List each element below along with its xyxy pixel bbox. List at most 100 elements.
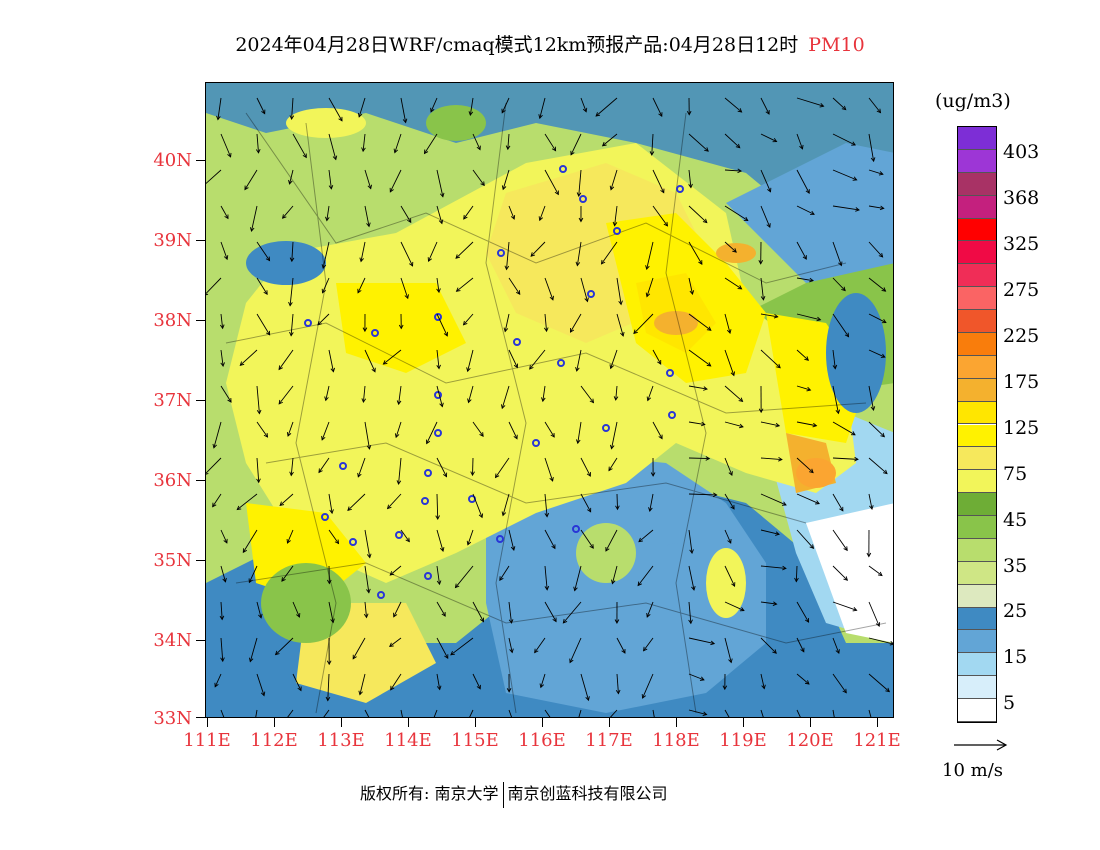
wind-vector xyxy=(652,97,663,117)
wind-vector-head xyxy=(699,676,705,681)
wind-vector-head xyxy=(480,181,485,187)
lon-tick xyxy=(676,718,677,727)
wind-vector xyxy=(220,133,232,158)
legend-swatch xyxy=(958,378,996,402)
wind-vector xyxy=(436,493,439,520)
lon-label-111e: 111E xyxy=(183,730,231,751)
wind-vector xyxy=(220,637,224,662)
wind-vector-head xyxy=(530,252,536,257)
wind-vector-head xyxy=(506,688,512,693)
wind-vector xyxy=(347,493,366,511)
wind-vector xyxy=(328,349,334,372)
wind-vector-head xyxy=(839,506,844,512)
wind-vector xyxy=(760,421,780,427)
wind-vector-head xyxy=(775,422,781,428)
wind-vector xyxy=(256,241,270,261)
wind-vector-head xyxy=(815,500,820,505)
wind-vector-head xyxy=(510,546,516,551)
wind-vector xyxy=(760,601,777,605)
wind-vector-head xyxy=(614,619,620,624)
wind-vector-head xyxy=(648,507,653,512)
wind-vector-head xyxy=(505,145,511,151)
legend-label-175: 175 xyxy=(1003,371,1040,393)
wind-vector-head xyxy=(735,143,741,149)
wind-vector xyxy=(868,565,883,576)
lat-tick xyxy=(196,160,205,161)
wind-vector xyxy=(832,601,857,611)
wind-vector-head xyxy=(321,288,326,294)
wind-vector-head xyxy=(249,227,255,232)
wind-vector xyxy=(502,169,510,190)
pm10-field-map xyxy=(206,83,893,717)
wind-vector xyxy=(436,673,441,690)
wind-vector-head xyxy=(658,112,663,118)
wind-vector-head xyxy=(286,538,291,544)
wind-vector-head xyxy=(686,110,692,116)
wind-vector-head xyxy=(328,184,334,190)
wind-vector-head xyxy=(439,547,445,552)
wind-vector-head xyxy=(870,406,876,412)
wind-vector xyxy=(832,169,857,181)
wind-vector xyxy=(364,601,367,618)
wind-vector xyxy=(724,241,737,253)
wind-vector xyxy=(278,349,294,370)
lon-label-114e: 114E xyxy=(384,730,432,751)
wind-vector-head xyxy=(206,293,209,296)
wind-vector-head xyxy=(366,222,371,228)
wind-vector xyxy=(544,457,554,482)
wind-vector-head xyxy=(609,444,615,450)
wind-vector-head xyxy=(844,332,850,338)
wind-vector-head xyxy=(575,439,581,445)
wind-vector xyxy=(544,313,548,332)
lon-tick xyxy=(408,718,409,727)
wind-vector-head xyxy=(612,221,618,227)
wind-vector xyxy=(602,133,618,147)
wind-vector-head xyxy=(278,365,283,371)
wind-vector-head xyxy=(513,434,518,440)
wind-vector-head xyxy=(589,398,595,404)
wind-vector-head xyxy=(265,256,271,262)
legend-swatch xyxy=(958,424,996,448)
wind-vector-head xyxy=(889,641,893,646)
wind-vector-head xyxy=(467,398,472,404)
wind-vector-head xyxy=(289,331,294,337)
wind-vector-head xyxy=(866,552,872,558)
wind-vector-head xyxy=(882,469,888,475)
wind-vector-head xyxy=(805,189,810,194)
wind-vector-head xyxy=(737,285,743,290)
wind-vector-head xyxy=(389,571,395,576)
legend-swatch xyxy=(958,447,996,471)
wind-vector-head xyxy=(700,421,706,427)
wind-vector-head xyxy=(642,646,648,652)
wind-vector xyxy=(256,313,271,336)
lon-tick xyxy=(810,718,811,727)
wind-vector xyxy=(868,421,885,438)
wind-vector xyxy=(724,313,731,334)
wind-vector-head xyxy=(615,505,620,511)
wind-vector xyxy=(463,313,474,326)
wind-vector xyxy=(577,421,582,444)
wind-vector xyxy=(400,205,412,223)
wind-vector-head xyxy=(731,582,736,588)
wind-reference-arrow-icon xyxy=(954,739,1008,751)
wind-vector xyxy=(796,637,805,652)
wind-vector xyxy=(508,349,518,368)
wind-vector-head xyxy=(255,149,261,154)
wind-vector xyxy=(256,673,265,696)
wind-vector xyxy=(292,673,302,691)
wind-vector-head xyxy=(224,214,229,220)
lon-tick xyxy=(475,718,476,727)
wind-vector xyxy=(472,421,484,437)
wind-vector xyxy=(398,385,402,405)
wind-vector xyxy=(436,277,440,293)
legend-swatch xyxy=(958,149,996,173)
wind-vector xyxy=(760,97,770,115)
wind-vector-head xyxy=(436,364,441,370)
wind-vector xyxy=(688,169,692,188)
wind-vector xyxy=(289,277,294,306)
wind-vector-head xyxy=(393,612,398,618)
wind-vector-head xyxy=(338,116,343,122)
legend-swatch xyxy=(958,241,996,265)
wind-vector-head xyxy=(585,696,590,702)
lon-label-113e: 113E xyxy=(317,730,365,751)
